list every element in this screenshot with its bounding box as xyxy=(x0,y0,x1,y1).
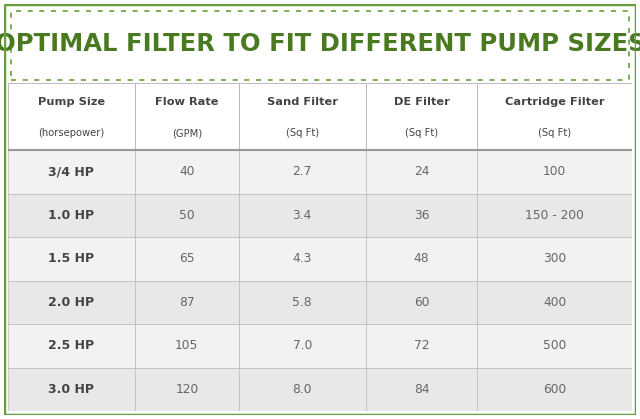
Bar xyxy=(135,194,239,237)
Text: 5.8: 5.8 xyxy=(292,296,312,309)
Text: 300: 300 xyxy=(543,252,566,265)
Text: (horsepower): (horsepower) xyxy=(38,128,104,138)
Bar xyxy=(239,237,365,281)
Bar xyxy=(135,150,239,194)
Bar xyxy=(8,367,135,411)
Bar xyxy=(477,83,632,150)
Bar xyxy=(477,367,632,411)
Text: 48: 48 xyxy=(413,252,429,265)
Text: Pump Size: Pump Size xyxy=(38,97,105,107)
Bar xyxy=(365,237,477,281)
Text: Flow Rate: Flow Rate xyxy=(155,97,219,107)
Bar xyxy=(477,324,632,367)
Text: 600: 600 xyxy=(543,383,566,396)
Bar xyxy=(8,150,135,194)
Text: 8.0: 8.0 xyxy=(292,383,312,396)
Bar xyxy=(135,281,239,324)
Text: 400: 400 xyxy=(543,296,566,309)
Text: 36: 36 xyxy=(413,209,429,222)
Text: 7.0: 7.0 xyxy=(292,339,312,352)
Text: OPTIMAL FILTER TO FIT DIFFERENT PUMP SIZES: OPTIMAL FILTER TO FIT DIFFERENT PUMP SIZ… xyxy=(0,32,640,56)
Bar xyxy=(8,237,135,281)
Bar xyxy=(8,194,135,237)
Text: 3.0 HP: 3.0 HP xyxy=(49,383,95,396)
Text: (Sq Ft): (Sq Ft) xyxy=(285,128,319,138)
Bar xyxy=(135,324,239,367)
Text: 120: 120 xyxy=(175,383,198,396)
Text: 150 - 200: 150 - 200 xyxy=(525,209,584,222)
Bar xyxy=(8,281,135,324)
Bar xyxy=(239,324,365,367)
Text: 3/4 HP: 3/4 HP xyxy=(49,166,94,178)
Text: 40: 40 xyxy=(179,166,195,178)
Bar xyxy=(8,324,135,367)
Bar xyxy=(365,324,477,367)
Text: 2.7: 2.7 xyxy=(292,166,312,178)
Text: (GPM): (GPM) xyxy=(172,128,202,138)
Bar xyxy=(8,83,135,150)
Bar xyxy=(365,194,477,237)
Bar xyxy=(239,83,365,150)
Bar xyxy=(477,150,632,194)
Bar xyxy=(239,281,365,324)
Bar xyxy=(477,281,632,324)
Bar xyxy=(135,237,239,281)
Text: 84: 84 xyxy=(413,383,429,396)
Text: DE Filter: DE Filter xyxy=(394,97,449,107)
Bar xyxy=(239,367,365,411)
Text: 65: 65 xyxy=(179,252,195,265)
Bar xyxy=(365,150,477,194)
Text: 24: 24 xyxy=(413,166,429,178)
Text: 500: 500 xyxy=(543,339,566,352)
Text: (Sq Ft): (Sq Ft) xyxy=(405,128,438,138)
Bar xyxy=(239,194,365,237)
Bar xyxy=(365,83,477,150)
Bar xyxy=(477,237,632,281)
Bar xyxy=(239,150,365,194)
Text: 60: 60 xyxy=(413,296,429,309)
Bar xyxy=(135,83,239,150)
Text: (Sq Ft): (Sq Ft) xyxy=(538,128,571,138)
Text: 105: 105 xyxy=(175,339,198,352)
Text: 4.3: 4.3 xyxy=(292,252,312,265)
Text: 72: 72 xyxy=(413,339,429,352)
Text: 2.0 HP: 2.0 HP xyxy=(49,296,95,309)
Text: 3.4: 3.4 xyxy=(292,209,312,222)
Bar xyxy=(365,367,477,411)
Text: 87: 87 xyxy=(179,296,195,309)
Bar xyxy=(477,194,632,237)
Text: 1.5 HP: 1.5 HP xyxy=(49,252,95,265)
Text: Cartridge Filter: Cartridge Filter xyxy=(505,97,604,107)
Text: 1.0 HP: 1.0 HP xyxy=(49,209,95,222)
Bar xyxy=(135,367,239,411)
Text: 50: 50 xyxy=(179,209,195,222)
Bar xyxy=(365,281,477,324)
Text: Sand Filter: Sand Filter xyxy=(267,97,338,107)
Text: 100: 100 xyxy=(543,166,566,178)
Text: 2.5 HP: 2.5 HP xyxy=(49,339,95,352)
